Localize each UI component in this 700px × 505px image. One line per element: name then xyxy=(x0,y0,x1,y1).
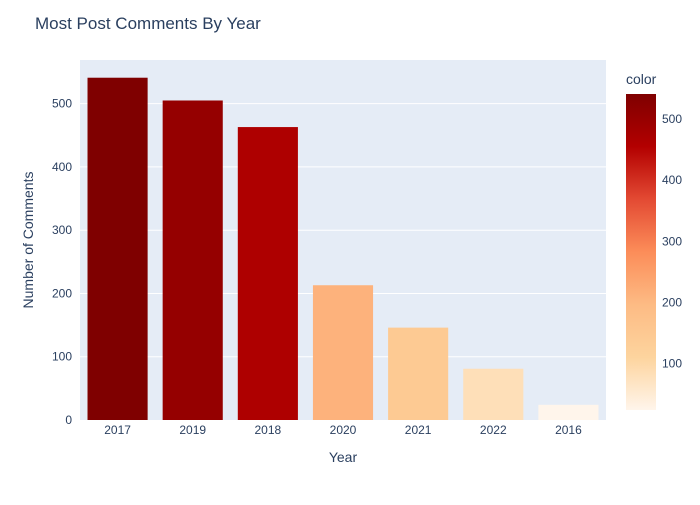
x-tick-label: 2022 xyxy=(480,423,507,437)
bar-2018 xyxy=(237,127,298,420)
y-tick-label: 200 xyxy=(52,286,72,300)
colorbar-tick-label: 300 xyxy=(662,234,682,248)
x-tick-label: 2021 xyxy=(405,423,432,437)
x-tick-label: 2017 xyxy=(104,423,131,437)
x-tick-label: 2016 xyxy=(555,423,582,437)
bar-2019 xyxy=(162,100,223,420)
y-tick-label: 500 xyxy=(52,97,72,111)
y-tick-label: 400 xyxy=(52,160,72,174)
y-tick-label: 0 xyxy=(65,413,72,427)
bars xyxy=(87,77,599,421)
x-tick-label: 2018 xyxy=(255,423,282,437)
colorbar-tick-label: 100 xyxy=(662,357,682,371)
x-axis-ticks: 2017 2019 2018 2020 2021 2022 2016 xyxy=(104,423,582,437)
x-tick-label: 2019 xyxy=(179,423,206,437)
bar-2017 xyxy=(87,77,148,421)
y-tick-label: 100 xyxy=(52,350,72,364)
colorbar-tick-label: 400 xyxy=(662,173,682,187)
y-tick-label: 300 xyxy=(52,223,72,237)
colorbar-title: color xyxy=(626,71,657,87)
colorbar-ticks: 100 200 300 400 500 xyxy=(662,112,682,370)
x-axis-label: Year xyxy=(329,449,358,465)
chart-title: Most Post Comments By Year xyxy=(35,14,261,33)
x-tick-label: 2020 xyxy=(330,423,357,437)
colorbar xyxy=(626,94,656,410)
colorbar-tick-label: 200 xyxy=(662,295,682,309)
colorbar-tick-label: 500 xyxy=(662,112,682,126)
bar-2016 xyxy=(538,404,599,420)
bar-2022 xyxy=(463,368,524,420)
bar-2020 xyxy=(312,285,374,420)
y-axis-ticks: 0 100 200 300 400 500 xyxy=(52,97,72,427)
bar-2021 xyxy=(388,327,449,420)
y-axis-label: Number of Comments xyxy=(20,172,36,309)
